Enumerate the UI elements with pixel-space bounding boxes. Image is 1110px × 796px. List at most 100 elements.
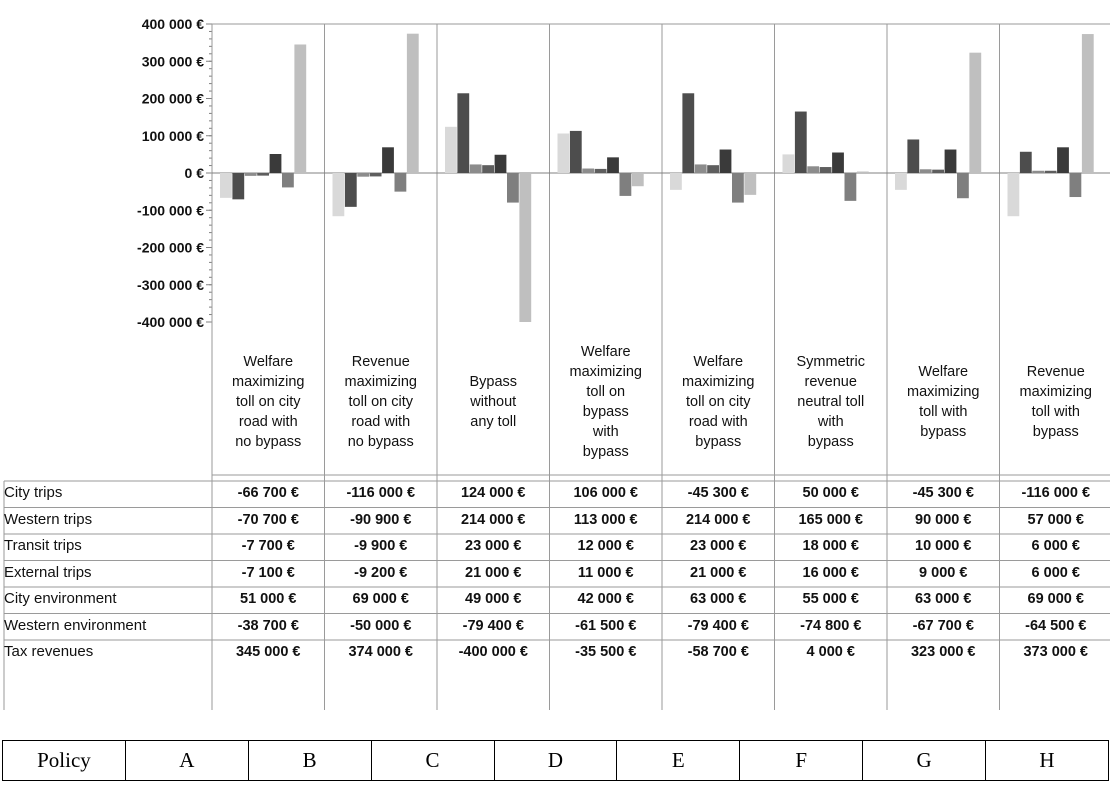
bar: [294, 44, 307, 173]
bar: [594, 168, 607, 173]
bar: [682, 93, 695, 173]
bar: [807, 166, 820, 173]
data-label: -45 300 €: [687, 485, 749, 501]
category-label-line: Revenue: [1026, 364, 1085, 380]
bar: [619, 173, 632, 196]
policy-letter-cell: F: [739, 740, 864, 781]
bar: [1057, 147, 1069, 173]
bar: [244, 173, 257, 176]
category-label-line: any toll: [470, 414, 517, 430]
data-label: -74 800 €: [800, 617, 862, 634]
series-row-label: Western trips: [4, 510, 93, 528]
category-label-line: neutral toll: [797, 394, 865, 410]
data-label: 57 000 €: [1027, 511, 1084, 528]
data-label: 6 000 €: [1031, 538, 1080, 554]
category-label-line: with: [592, 424, 619, 440]
data-label: 323 000 €: [910, 644, 976, 660]
data-label: -64 500 €: [1025, 617, 1087, 634]
y-tick-label: -100 000 €: [137, 202, 204, 218]
data-label: 50 000 €: [802, 485, 859, 501]
category-label: Revenue maximizing toll with bypass: [1000, 328, 1110, 476]
bar: [694, 164, 707, 173]
bar: [344, 173, 357, 207]
category-label-text: Revenue maximizing toll with bypass: [1019, 362, 1092, 442]
bar: [944, 149, 957, 173]
category-label-line: bypass: [807, 434, 854, 450]
bar: [856, 171, 869, 173]
series-row-label: City trips: [4, 484, 63, 501]
data-label: 55 000 €: [802, 591, 859, 607]
bar: [707, 165, 719, 173]
bar: [819, 167, 832, 173]
category-label-line: bypass: [582, 404, 629, 420]
y-tick-label: 300 000 €: [142, 53, 204, 69]
category-label-line: Welfare: [243, 354, 294, 370]
bar: [494, 154, 507, 173]
data-label: -7 100 €: [241, 564, 295, 581]
category-label: Welfare maximizing toll on bypass with bypass: [550, 328, 663, 476]
bar: [732, 173, 744, 203]
category-label-line: maximizing: [344, 374, 417, 390]
data-label: -79 400 €: [687, 617, 749, 634]
bar: [1032, 170, 1045, 173]
category-label: Welfare maximizing toll on city road with by…: [662, 328, 775, 476]
bar: [844, 173, 857, 201]
category-label-line: no bypass: [347, 434, 414, 450]
category-label-text: Welfare maximizing toll on bypass with bypass: [569, 342, 642, 462]
data-label: 18 000 €: [802, 538, 859, 554]
series-row-label: Tax revenues: [4, 643, 94, 660]
data-label: 124 000 €: [460, 485, 526, 501]
data-label: 106 000 €: [573, 485, 638, 501]
data-label: 9 000 €: [919, 564, 968, 581]
data-label: 4 000 €: [806, 644, 855, 660]
bar: [382, 147, 394, 173]
category-label-line: maximizing: [906, 384, 980, 400]
policy-header-cell: Policy: [2, 740, 126, 781]
category-label-line: road with: [351, 414, 411, 430]
data-label: 373 000 €: [1023, 644, 1088, 660]
bar: [406, 33, 419, 173]
bar: [582, 168, 595, 173]
bar: [895, 173, 907, 190]
category-label-line: Welfare: [918, 364, 969, 380]
category-label-line: toll on city: [348, 394, 413, 410]
data-label: -116 000 €: [346, 485, 416, 501]
data-label: -400 000 €: [458, 644, 528, 660]
category-label-line: toll on: [586, 384, 626, 400]
data-label: 11 000 €: [577, 564, 634, 581]
category-label-line: toll on city: [686, 394, 751, 410]
bar: [482, 165, 494, 173]
category-label-text: Symmetric revenue neutral toll with bypass: [797, 352, 865, 452]
category-label-line: Bypass: [469, 374, 518, 390]
category-label: Bypass without any toll: [437, 328, 550, 476]
data-label: -9 900 €: [354, 538, 408, 554]
category-label-text: Welfare maximizing toll on city road with by…: [682, 352, 755, 452]
bar: [394, 173, 407, 192]
data-label: -116 000 €: [1021, 485, 1091, 501]
policy-row: Policy A B C D E F G H: [2, 740, 1109, 781]
data-label: 10 000 €: [915, 538, 972, 554]
bar: [220, 173, 232, 198]
category-label-line: bypass: [582, 444, 629, 460]
policy-letter-cell: G: [862, 740, 986, 781]
series-row-label: City environment: [4, 590, 117, 607]
series-row-label: Transit trips: [4, 537, 82, 554]
bar: [1019, 151, 1032, 173]
data-label: 90 000 €: [915, 511, 972, 528]
category-label: Welfare maximizing toll with bypass: [887, 328, 1000, 476]
bar: [232, 173, 245, 200]
data-label: 345 000 €: [235, 644, 301, 660]
bar: [969, 52, 982, 173]
data-label: 63 000 €: [915, 591, 972, 607]
bar: [1081, 34, 1094, 174]
policy-letter-cell: E: [616, 740, 741, 781]
data-label: 12 000 €: [577, 538, 634, 554]
data-label: -58 700 €: [687, 644, 749, 660]
data-label: -70 700 €: [237, 511, 299, 528]
category-label-line: no bypass: [235, 434, 302, 450]
bar: [607, 157, 619, 173]
bar: [507, 173, 519, 203]
bar: [357, 173, 370, 177]
data-label: 113 000 €: [573, 511, 638, 528]
category-label: Symmetric revenue neutral toll with bypass: [775, 328, 888, 476]
